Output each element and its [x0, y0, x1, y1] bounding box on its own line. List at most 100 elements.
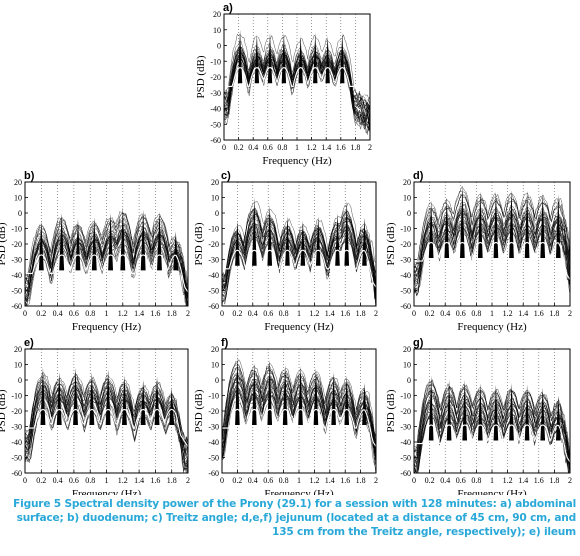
mean-trace — [414, 241, 570, 280]
y-tick-label: 10 — [213, 26, 221, 35]
figure-caption: Figure 5 Spectral density power of the P… — [13, 498, 576, 538]
psd-trace — [25, 384, 188, 444]
y-tick-label: -40 — [11, 271, 22, 280]
y-tick-label: 0 — [217, 42, 221, 51]
psd-trace — [25, 210, 188, 287]
x-tick-label: 0.2 — [232, 476, 242, 485]
y-tick-label: 20 — [211, 178, 219, 187]
x-tick-label: 0.4 — [53, 309, 63, 318]
mean-trace — [222, 408, 376, 447]
psd-trace — [224, 46, 370, 119]
y-tick-label: 20 — [403, 178, 411, 187]
mean-trace — [25, 408, 188, 447]
psd-trace — [222, 359, 376, 448]
psd-trace — [222, 216, 376, 295]
psd-trace — [222, 377, 376, 457]
y-tick-label: -10 — [11, 392, 22, 401]
x-tick-label: 0.8 — [471, 476, 481, 485]
psd-trace — [414, 393, 570, 469]
peak-mark — [281, 32, 287, 84]
psd-trace — [25, 229, 188, 300]
x-tick-label: 0.6 — [456, 309, 466, 318]
x-tick-label: 2 — [568, 476, 572, 485]
y-tick-label: -10 — [208, 225, 219, 234]
mean-trace — [25, 254, 188, 293]
y-axis-label: PSD (dB) — [193, 222, 205, 265]
y-tick-label: -20 — [210, 73, 221, 82]
trace-group — [222, 356, 376, 473]
x-tick-label: 0.2 — [234, 143, 244, 152]
psd-trace — [222, 233, 376, 305]
x-axis-label: Frequency (Hz) — [72, 488, 142, 495]
peak-mark — [300, 220, 306, 266]
y-tick-label: -60 — [208, 302, 219, 311]
panel-label: d) — [413, 170, 424, 182]
peak-mark — [252, 197, 257, 266]
y-tick-label: -30 — [208, 423, 219, 432]
y-tick-label: 10 — [14, 361, 22, 370]
psd-trace — [25, 388, 188, 471]
y-tick-label: -60 — [208, 469, 219, 478]
peak-mark — [121, 375, 127, 425]
peak-mark — [154, 376, 160, 425]
x-tick-label: 0 — [23, 309, 27, 318]
y-tick-label: -40 — [400, 271, 411, 280]
x-tick-label: 0.8 — [279, 476, 289, 485]
x-tick-label: 0.4 — [248, 143, 258, 152]
x-tick-label: 2 — [186, 476, 190, 485]
psd-trace — [414, 391, 570, 465]
x-tick-label: 1.4 — [321, 143, 331, 152]
x-tick-label: 0.8 — [85, 476, 95, 485]
y-tick-label: -10 — [11, 225, 22, 234]
x-tick-label: 0.2 — [36, 309, 46, 318]
peak-mark — [298, 36, 303, 84]
panel-label: g) — [413, 337, 424, 349]
y-tick-label: 0 — [407, 209, 411, 218]
psd-trace — [414, 400, 570, 469]
psd-trace — [25, 212, 188, 300]
peak-mark — [555, 194, 561, 258]
y-tick-label: 0 — [215, 209, 219, 218]
psd-trace — [224, 51, 370, 114]
x-tick-label: 0.4 — [440, 476, 450, 485]
peak-mark — [331, 372, 336, 425]
x-tick-label: 1 — [105, 476, 109, 485]
peak-mark — [285, 216, 290, 266]
peak-mark — [254, 34, 260, 84]
peak-mark — [325, 36, 330, 84]
psd-trace — [222, 380, 376, 452]
x-tick-label: 0 — [220, 309, 224, 318]
x-tick-label: 1.6 — [534, 476, 544, 485]
y-tick-label: -10 — [400, 225, 411, 234]
x-tick-label: 1 — [295, 143, 299, 152]
y-tick-label: -20 — [11, 407, 22, 416]
x-tick-label: 0.4 — [248, 476, 258, 485]
y-axis-label: PSD (dB) — [0, 389, 8, 432]
psd-trace — [224, 45, 370, 113]
x-axis-label: Frequency (Hz) — [457, 488, 527, 495]
y-tick-label: -20 — [400, 240, 411, 249]
y-tick-label: 0 — [18, 376, 22, 385]
x-tick-label: 0 — [412, 476, 416, 485]
y-tick-label: -60 — [11, 302, 22, 311]
x-tick-label: 0.8 — [85, 309, 95, 318]
psd-trace — [414, 218, 570, 297]
x-tick-label: 1.2 — [309, 476, 319, 485]
psd-trace — [222, 372, 376, 447]
psd-trace — [414, 190, 570, 272]
x-axis-label: Frequency (Hz) — [264, 321, 334, 333]
y-tick-label: 20 — [14, 178, 22, 187]
x-tick-label: 1.8 — [356, 309, 366, 318]
psd-trace — [414, 390, 570, 465]
psd-trace — [25, 212, 188, 290]
x-tick-label: 0.6 — [263, 143, 273, 152]
x-tick-label: 1.4 — [518, 309, 528, 318]
y-tick-label: -10 — [400, 392, 411, 401]
psd-trace — [414, 186, 570, 266]
mean-trace — [224, 67, 370, 106]
x-tick-label: 0.6 — [263, 476, 273, 485]
x-tick-label: 1.2 — [309, 309, 319, 318]
